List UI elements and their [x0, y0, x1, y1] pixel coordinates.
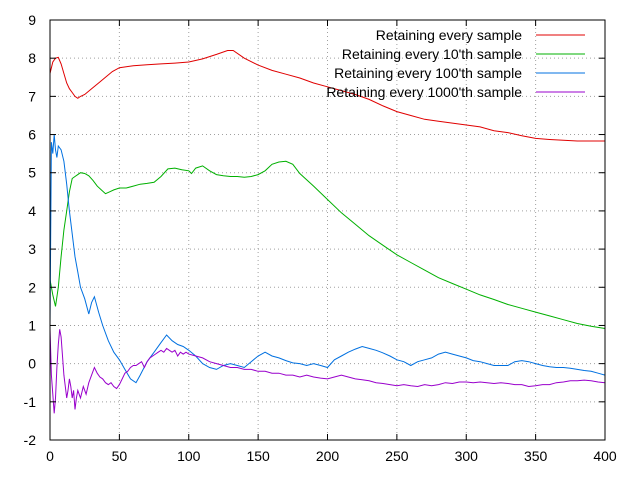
y-tick-label: 9 [28, 12, 36, 28]
legend: Retaining every sample Retaining every 10… [326, 27, 585, 100]
x-tick-label: 250 [385, 448, 409, 464]
x-tick-label: 400 [593, 448, 617, 464]
y-tick-label: 7 [28, 88, 36, 104]
series-line-1 [49, 50, 605, 142]
y-tick-label: 4 [28, 203, 36, 219]
y-tick-label: 6 [28, 127, 36, 143]
series-line-3 [49, 134, 606, 384]
y-tick-label: 8 [28, 50, 36, 66]
legend-label-1: Retaining every sample [376, 27, 523, 43]
y-tick-label: 1 [28, 317, 36, 333]
y-tick-label: 5 [28, 165, 36, 181]
x-tick-label: 100 [177, 448, 201, 464]
x-tick-label: 50 [112, 448, 128, 464]
y-tick-label: -1 [24, 394, 37, 410]
x-tick-label: 0 [46, 448, 54, 464]
x-tick-label: 350 [524, 448, 548, 464]
x-tick-label: 200 [316, 448, 340, 464]
legend-label-3: Retaining every 100'th sample [334, 65, 522, 81]
y-tick-label: 0 [28, 356, 36, 372]
series-lines [49, 50, 606, 414]
x-tick-label: 150 [246, 448, 270, 464]
legend-label-4: Retaining every 1000'th sample [326, 84, 522, 100]
y-tick-label: -2 [24, 432, 37, 448]
axis-ticks: 0 50 100 150 200 250 300 350 400 -2 -1 0 1 2 3 4 5 6 7 8 9 [24, 12, 617, 464]
x-tick-label: 300 [455, 448, 479, 464]
y-tick-label: 2 [28, 279, 36, 295]
y-tick-label: 3 [28, 241, 36, 257]
series-line-2 [49, 160, 606, 329]
series-line-4 [49, 329, 606, 414]
legend-label-2: Retaining every 10'th sample [342, 46, 522, 62]
